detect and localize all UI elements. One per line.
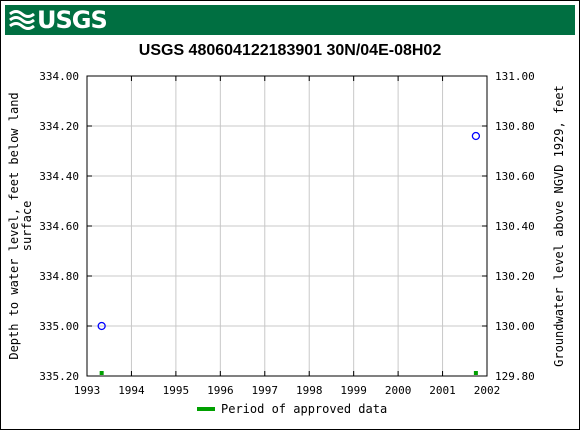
right-tick-label: 130.80 <box>495 120 535 133</box>
x-tick-label: 1998 <box>296 384 323 397</box>
x-tick-label: 1995 <box>163 384 190 397</box>
left-tick-label: 334.60 <box>39 220 79 233</box>
approved-period-marker <box>473 371 478 375</box>
data-points <box>97 131 481 331</box>
x-tick-label: 1996 <box>207 384 234 397</box>
usgs-banner: USGS <box>5 5 575 35</box>
x-tick-label: 2002 <box>474 384 501 397</box>
right-axis-ticks: 131.00 130.80 130.60 130.40 130.20 130.00 129.… <box>482 70 535 383</box>
usgs-logo-text: USGS <box>37 6 108 34</box>
x-tick-label: 1999 <box>340 384 367 397</box>
legend-swatch <box>197 407 215 411</box>
x-tick-label: 2001 <box>429 384 456 397</box>
right-axis-title: Groundwater level above NGVD 1929, feet <box>552 85 566 367</box>
left-axis-title-line: Depth to water level, feet below land <box>7 92 21 359</box>
x-tick-label: 2000 <box>385 384 412 397</box>
x-tick-label: 1997 <box>252 384 279 397</box>
left-tick-label: 334.80 <box>39 270 79 283</box>
approved-markers <box>99 371 478 375</box>
left-tick-label: 334.40 <box>39 170 79 183</box>
left-axis-title-line: surface <box>20 201 34 252</box>
left-axis-label: Depth to water level, feet below landsur… <box>7 92 34 359</box>
x-axis-ticks: 1993 1994 1995 1996 1997 1998 1999 2000 2001 2002 <box>74 76 501 397</box>
right-tick-label: 130.20 <box>495 270 535 283</box>
legend-label: Period of approved data <box>221 402 387 416</box>
left-tick-label: 334.20 <box>39 120 79 133</box>
left-axis-ticks: 334.00 334.20 334.40 334.60 334.80 335.00 335.… <box>39 70 92 383</box>
right-axis-label: Groundwater level above NGVD 1929, feet <box>552 85 566 367</box>
chart-title: USGS 480604122183901 30N/04E-08H02 <box>138 42 442 59</box>
left-tick-label: 335.20 <box>39 370 79 383</box>
x-tick-label: 1993 <box>74 384 101 397</box>
x-tick-label: 1994 <box>118 384 145 397</box>
right-tick-label: 130.00 <box>495 320 535 333</box>
left-tick-label: 334.00 <box>39 70 79 83</box>
approved-period-marker <box>99 371 104 375</box>
left-tick-label: 335.00 <box>39 320 79 333</box>
data-point <box>97 321 106 331</box>
right-tick-label: 130.40 <box>495 220 535 233</box>
left-axis-title: Depth to water level, feet below landsur… <box>7 92 34 359</box>
right-tick-label: 130.60 <box>495 170 535 183</box>
usgs-wave-icon <box>9 10 35 30</box>
right-tick-label: 129.80 <box>495 370 535 383</box>
usgs-logo[interactable]: USGS <box>9 6 108 34</box>
grid-lines <box>87 76 487 376</box>
legend: Period of approved data <box>197 402 387 416</box>
data-point <box>471 131 481 141</box>
right-tick-label: 131.00 <box>495 70 535 83</box>
